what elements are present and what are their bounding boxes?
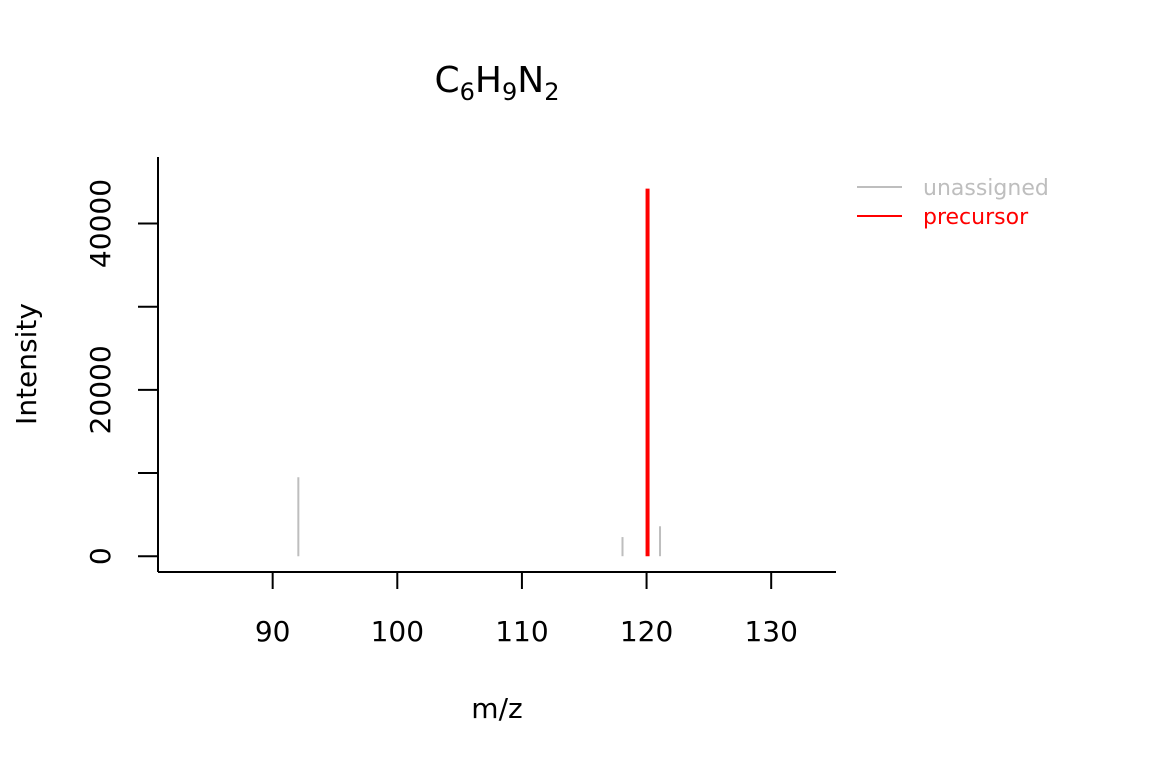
chart-title: C6H9N2 (435, 60, 560, 106)
title-element: H (475, 60, 502, 101)
y-axis-ticks: 0 20000 40000 (84, 179, 158, 565)
x-tick-label: 90 (255, 615, 291, 648)
legend-label-precursor: precursor (923, 205, 1029, 230)
y-tick-label: 0 (84, 547, 117, 565)
x-tick-label: 120 (620, 615, 673, 648)
title-element: N (517, 60, 544, 101)
title-subscript: 9 (502, 78, 517, 106)
title-subscript: 2 (544, 78, 559, 106)
y-tick-label: 20000 (84, 345, 117, 434)
legend-label-unassigned: unassigned (923, 176, 1049, 201)
y-axis-label: Intensity (10, 303, 43, 425)
x-axis-ticks: 90 100 110 120 130 (255, 572, 798, 648)
x-tick-label: 130 (744, 615, 797, 648)
legend: unassigned precursor (857, 176, 1049, 230)
title-subscript: 6 (460, 78, 475, 106)
plot-area: 90 100 110 120 130 0 20000 40000 (84, 157, 836, 648)
x-tick-label: 110 (495, 615, 548, 648)
x-axis-label: m/z (471, 692, 522, 725)
title-element: C (435, 60, 460, 101)
spectrum-peaks (297, 188, 662, 557)
x-tick-label: 100 (371, 615, 424, 648)
y-tick-label: 40000 (84, 179, 117, 268)
